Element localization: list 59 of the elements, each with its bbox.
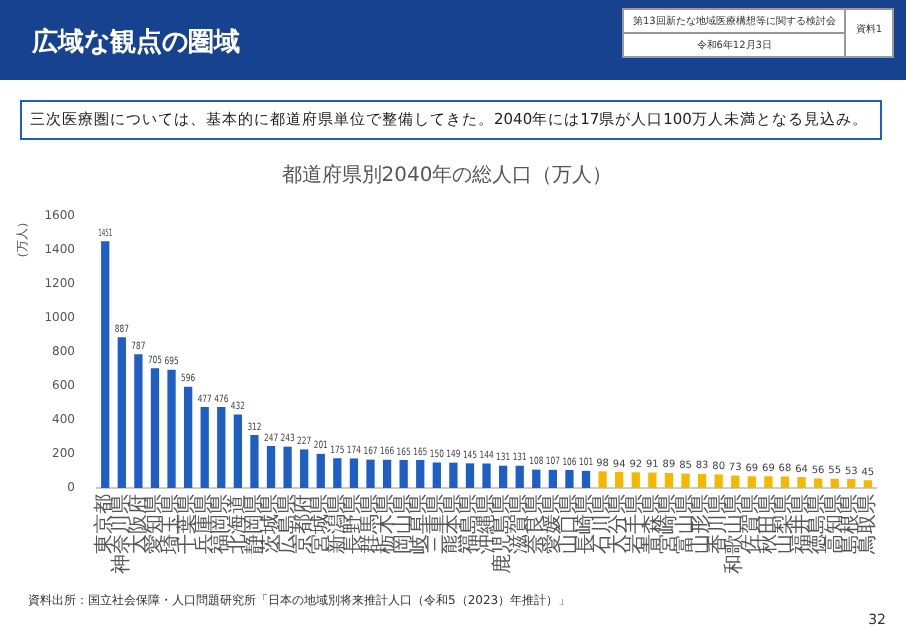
x-tick-label: 高知県	[821, 494, 846, 554]
bar	[150, 368, 160, 488]
bar	[581, 470, 591, 488]
bar	[300, 449, 309, 488]
bar	[797, 477, 806, 488]
bar	[764, 476, 773, 488]
bar	[316, 453, 325, 488]
bar	[532, 469, 541, 488]
bar	[863, 480, 873, 488]
bar	[830, 478, 839, 488]
bar	[631, 472, 640, 488]
x-tick-label: 兵庫県	[191, 494, 216, 554]
text: 広域な観点の圏域	[32, 25, 240, 60]
bar	[283, 446, 292, 488]
bar	[714, 474, 723, 488]
bar	[847, 478, 856, 488]
chart-title: 都道府県別2040年の総人口（万人）	[281, 163, 613, 188]
x-tick-label: 石川県	[589, 494, 614, 554]
bar	[399, 459, 408, 488]
x-tick-label: 群馬県	[357, 494, 382, 554]
x-tick-label: 岡山県	[390, 494, 415, 554]
bar	[548, 469, 558, 488]
bar	[482, 463, 491, 488]
bar	[731, 475, 740, 488]
x-tick-label: 鳥取県	[855, 494, 880, 556]
x-tick-label: 青森県	[639, 494, 664, 554]
bar	[200, 406, 209, 488]
bar	[465, 463, 475, 488]
x-tick-label: 熊本県	[440, 494, 465, 554]
bar	[183, 386, 193, 488]
bar	[697, 473, 707, 488]
bar	[565, 469, 574, 488]
bar	[515, 465, 524, 488]
bar	[134, 354, 143, 488]
bar	[333, 458, 342, 488]
bar	[349, 458, 359, 488]
bar	[432, 462, 441, 488]
bar	[813, 478, 823, 488]
bar	[449, 462, 458, 488]
bar	[681, 473, 690, 488]
x-tick-label: 滋賀県	[506, 494, 531, 554]
bar	[664, 472, 674, 488]
bar	[101, 241, 110, 488]
x-tick-label: 福井県	[788, 494, 813, 554]
bar	[498, 465, 508, 488]
bar	[167, 369, 176, 488]
bar	[250, 434, 259, 488]
bar	[382, 459, 392, 488]
bar	[747, 476, 756, 488]
bar	[598, 471, 607, 488]
bar	[266, 446, 276, 488]
bar	[416, 459, 425, 488]
bar	[615, 472, 624, 488]
bar	[366, 459, 375, 488]
bar	[217, 407, 226, 488]
bar	[648, 472, 657, 488]
bar	[233, 414, 243, 488]
bar	[117, 337, 126, 488]
bar	[780, 476, 790, 488]
